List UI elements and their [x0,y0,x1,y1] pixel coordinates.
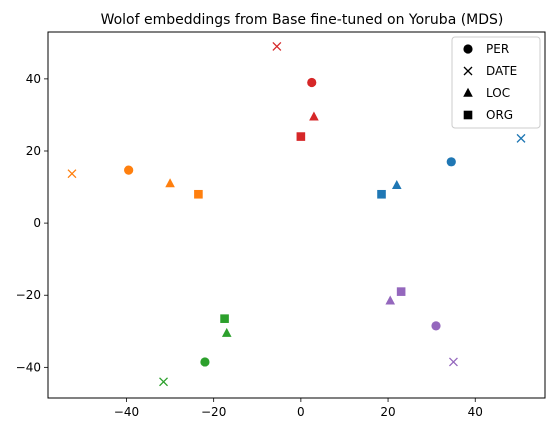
legend-marker-square [463,110,473,120]
y-tick-label: 40 [26,72,41,86]
x-tick-label: −20 [201,405,226,419]
legend-label: DATE [486,64,517,78]
legend-box [451,36,541,129]
data-point-square [220,314,229,323]
chart-title: Wolof embeddings from Base fine-tuned on… [101,12,504,28]
y-tick-label: −20 [16,288,41,302]
data-points [67,41,526,387]
data-point-x [272,41,282,51]
x-tick-label: 40 [468,405,483,419]
legend-label: LOC [486,86,510,100]
legend-marker-triangle [463,87,473,97]
data-point-x [159,377,168,387]
y-tick-label: −40 [16,360,41,374]
x-tick-label: 0 [297,405,305,419]
legend-label: PER [486,42,509,56]
data-point-triangle [165,178,175,188]
data-point-triangle [309,111,319,121]
legend-marker-x [463,66,473,76]
data-point-square [296,132,306,141]
data-point-x [516,133,526,143]
data-point-x [448,357,458,367]
data-point-x [67,169,77,179]
x-tick-label: −40 [114,405,139,419]
y-tick-label: 20 [26,144,41,158]
y-tick-label: 0 [33,216,41,230]
legend-marker-circle [463,44,473,54]
data-point-circle [124,165,134,175]
data-point-square [377,189,386,199]
data-point-triangle [221,327,232,337]
plot-frame [47,31,546,399]
data-point-circle [200,357,210,367]
data-point-circle [431,321,441,331]
x-tick-label: 20 [380,405,395,419]
legend: PER DATE LOC ORG [451,36,541,129]
axis-ticks: −40 −20 0 20 40 −40 −20 0 20 40 [16,72,483,419]
data-point-triangle [385,295,396,305]
legend-label: ORG [486,108,513,122]
data-point-square [194,189,203,199]
data-point-circle [446,157,456,167]
data-point-square [396,287,406,296]
data-point-circle [307,77,317,88]
data-point-triangle [391,180,402,190]
